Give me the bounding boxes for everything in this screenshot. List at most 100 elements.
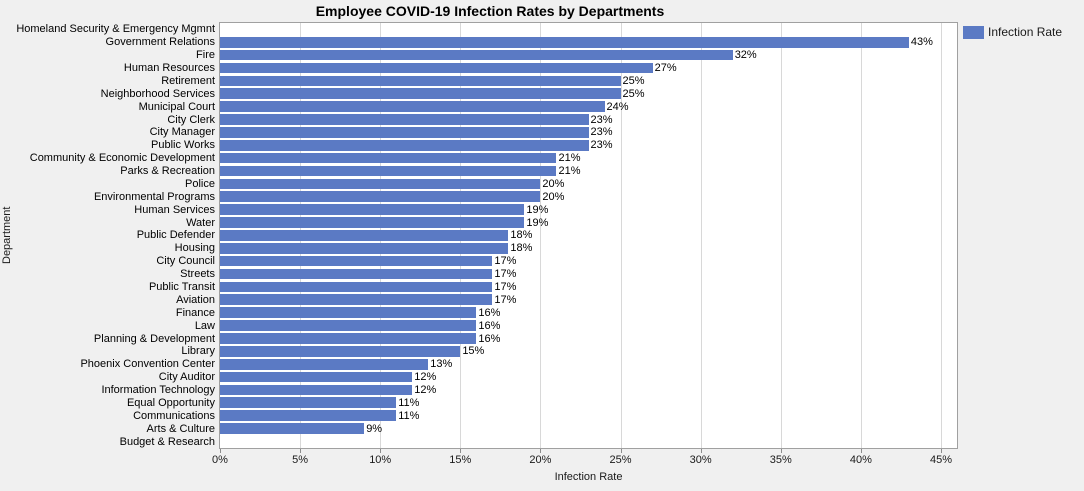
- bar[interactable]: [220, 410, 397, 422]
- bar[interactable]: [220, 114, 589, 125]
- bar[interactable]: [220, 307, 477, 318]
- gridline: [540, 23, 542, 448]
- bar-value-label: 32%: [734, 49, 757, 62]
- bar[interactable]: [220, 204, 525, 215]
- gridline: [860, 23, 862, 448]
- y-axis-label: City Auditor: [158, 371, 215, 384]
- x-tick: [620, 449, 622, 453]
- y-axis-label: Information Technology: [101, 384, 215, 397]
- bar-value-label: 21%: [558, 165, 581, 178]
- bar-value-label: 27%: [654, 62, 677, 75]
- legend-item-infection-rate[interactable]: Infection Rate: [963, 25, 1062, 39]
- bar[interactable]: [220, 255, 493, 267]
- bar[interactable]: [220, 152, 557, 164]
- bar-value-label: 43%: [910, 36, 933, 49]
- bar-value-label: 11%: [398, 409, 420, 422]
- bar-value-label: 25%: [622, 74, 645, 87]
- bar-value-label: 13%: [430, 358, 453, 371]
- x-tick: [380, 449, 382, 453]
- bar[interactable]: [220, 242, 509, 254]
- y-axis-label: Fire: [196, 49, 215, 62]
- y-axis-label: Library: [181, 345, 215, 358]
- y-axis-label: Arts & Culture: [146, 422, 215, 435]
- bar-value-label: 15%: [462, 345, 485, 358]
- bar[interactable]: [220, 36, 909, 48]
- bar[interactable]: [220, 268, 493, 280]
- y-axis-label: Streets: [180, 268, 215, 281]
- y-axis-label: Budget & Research: [119, 435, 215, 448]
- bar-value-label: 25%: [622, 87, 645, 100]
- x-tick: [700, 449, 702, 453]
- y-axis-label: Water: [186, 216, 215, 229]
- bar[interactable]: [220, 371, 413, 383]
- x-tick: [460, 449, 462, 453]
- bar[interactable]: [220, 49, 733, 61]
- bar-value-label: 12%: [414, 371, 437, 384]
- y-axis-label: Homeland Security & Emergency Mgmnt: [16, 23, 215, 36]
- plot-area: 43% 32% 27% 25% 25% 24% 23% 23% 23% 21% 21% 20% 20% 1…: [219, 22, 958, 449]
- x-tick: [940, 449, 942, 453]
- x-tick-label: 30%: [689, 454, 712, 466]
- y-axis-label: Housing: [174, 242, 215, 255]
- bar[interactable]: [220, 333, 477, 344]
- x-tick-label: 40%: [849, 454, 872, 466]
- bar[interactable]: [220, 165, 557, 177]
- chart-title: Employee COVID-19 Infection Rates by Dep…: [315, 3, 665, 19]
- y-axis-label: City Clerk: [167, 113, 215, 126]
- x-tick-label: 10%: [369, 454, 392, 466]
- bar-value-label: 11%: [398, 396, 420, 409]
- bar-value-label: 9%: [366, 422, 383, 435]
- x-tick-label: 5%: [292, 454, 309, 466]
- y-axis-label: Retirement: [161, 74, 215, 87]
- y-axis-label: Public Works: [151, 139, 215, 152]
- bar[interactable]: [220, 88, 621, 100]
- x-tick: [780, 449, 782, 453]
- bar[interactable]: [220, 230, 509, 241]
- bar-value-label: 16%: [478, 319, 501, 332]
- bar[interactable]: [220, 384, 413, 396]
- bar[interactable]: [220, 127, 589, 138]
- y-axis-labels: Homeland Security & Emergency Mgmnt Gover…: [0, 23, 218, 448]
- bar[interactable]: [220, 191, 541, 203]
- bar-value-label: 23%: [590, 113, 613, 126]
- bar[interactable]: [220, 358, 429, 370]
- bar[interactable]: [220, 345, 461, 357]
- bar-value-label: 17%: [494, 293, 517, 306]
- bar-value-label: 18%: [510, 229, 533, 242]
- y-axis-label: City Manager: [149, 126, 215, 139]
- bar-value-label: 17%: [494, 281, 517, 293]
- x-tick-label: 35%: [769, 454, 792, 466]
- bar[interactable]: [220, 217, 525, 228]
- bar-value-label: 19%: [526, 203, 549, 216]
- bar[interactable]: [220, 75, 621, 87]
- y-axis-label: Environmental Programs: [93, 190, 215, 203]
- x-tick-label: 45%: [929, 454, 952, 466]
- y-axis-label: Neighborhood Services: [100, 87, 215, 100]
- legend-label: Infection Rate: [988, 25, 1063, 39]
- y-axis-label: Phoenix Convention Center: [80, 358, 215, 371]
- x-tick: [220, 449, 221, 453]
- bar-value-label: 16%: [478, 332, 501, 345]
- y-axis-label: Public Defender: [136, 229, 215, 242]
- bar[interactable]: [220, 320, 477, 331]
- x-tick: [860, 449, 862, 453]
- bar[interactable]: [220, 139, 589, 151]
- bar[interactable]: [220, 101, 605, 112]
- bar-value-label: 17%: [494, 268, 517, 281]
- bar[interactable]: [220, 294, 493, 306]
- x-axis-title: Infection Rate: [554, 471, 623, 483]
- gridline: [700, 23, 702, 448]
- x-tick: [540, 449, 542, 453]
- bar[interactable]: [220, 178, 541, 190]
- bar[interactable]: [220, 62, 653, 74]
- y-axis-label: City Council: [156, 255, 215, 268]
- bar[interactable]: [220, 281, 493, 293]
- y-axis-label: Municipal Court: [138, 100, 215, 113]
- x-tick-label: 15%: [449, 454, 472, 466]
- gridline: [620, 23, 622, 448]
- legend-swatch: [963, 25, 984, 39]
- bar[interactable]: [220, 423, 365, 434]
- bar[interactable]: [220, 397, 397, 409]
- bar-value-label: 21%: [558, 152, 581, 165]
